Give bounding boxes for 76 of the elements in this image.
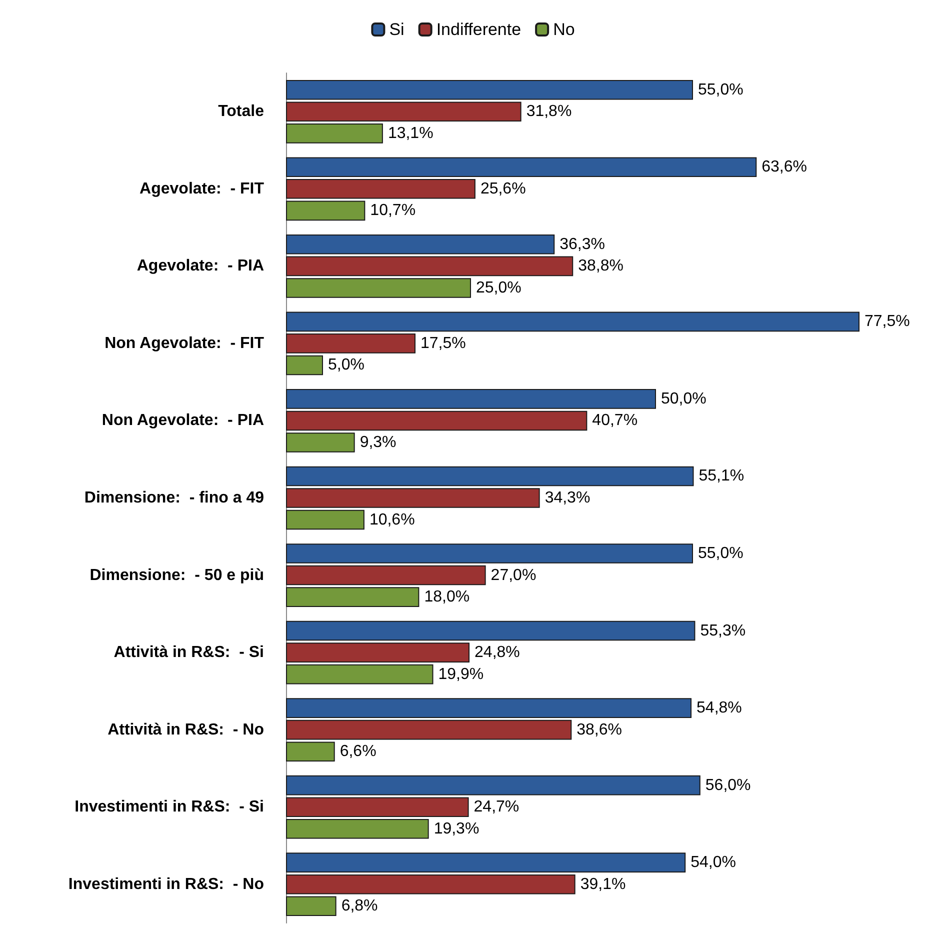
bar	[286, 234, 555, 254]
y-tick-label: Investimenti in R&S: - Si	[74, 798, 264, 816]
bar	[286, 742, 335, 762]
data-label: 77,5%	[864, 313, 910, 330]
data-label: 13,1%	[388, 124, 434, 142]
bar	[286, 510, 364, 530]
bar	[286, 797, 469, 817]
y-tick-label: Agevolate: - FIT	[140, 180, 264, 198]
bar	[286, 200, 366, 221]
bar	[286, 157, 757, 178]
data-label: 34,3%	[544, 490, 590, 506]
bar	[286, 278, 471, 298]
bar	[286, 488, 540, 508]
data-label: 27,0%	[490, 566, 536, 584]
bar	[286, 775, 700, 796]
data-label: 38,8%	[578, 258, 624, 275]
bar	[286, 664, 434, 684]
data-label: 55,0%	[698, 544, 744, 562]
bar	[286, 565, 486, 586]
data-label: 10,7%	[370, 202, 416, 220]
data-label: 5,0%	[328, 356, 364, 374]
bar	[286, 818, 429, 839]
data-label: 6,8%	[341, 898, 378, 915]
bar	[286, 312, 860, 332]
bar	[286, 587, 420, 607]
bar	[286, 256, 574, 276]
data-label: 18,0%	[424, 588, 470, 606]
data-label: 10,6%	[369, 511, 415, 528]
y-tick-label: Totale	[218, 103, 264, 120]
y-tick-label: Attività in R&S: - Si	[114, 644, 264, 662]
data-label: 63,6%	[762, 158, 808, 176]
bar	[286, 544, 693, 564]
bar	[286, 179, 476, 199]
data-label: 50,0%	[661, 390, 706, 408]
data-label: 56,0%	[705, 776, 751, 794]
bar	[286, 642, 470, 662]
y-tick-label: Dimensione: - fino a 49	[84, 490, 264, 506]
data-label: 54,0%	[690, 854, 736, 872]
y-tick-label: Dimensione: - 50 e più	[90, 566, 264, 584]
legend-label: Si	[389, 20, 404, 39]
data-label: 36,3%	[560, 236, 605, 253]
bar	[286, 466, 694, 486]
data-label: 55,0%	[698, 81, 744, 98]
legend-label: Indifferente	[436, 20, 522, 39]
data-label: 9,3%	[360, 434, 396, 452]
bar	[286, 124, 383, 144]
legend-label: No	[553, 20, 575, 39]
data-label: 55,3%	[700, 622, 746, 640]
data-label: 31,8%	[526, 103, 572, 120]
data-label: 19,3%	[434, 820, 480, 838]
data-label: 24,7%	[474, 798, 520, 816]
bar	[286, 852, 686, 872]
data-label: 25,6%	[480, 180, 526, 198]
y-tick-label: Non Agevolate: - PIA	[102, 412, 264, 430]
data-label: 40,7%	[592, 412, 638, 430]
y-tick-label: Investimenti in R&S: - No	[68, 876, 264, 893]
bar	[286, 720, 572, 740]
data-label: 25,0%	[476, 279, 522, 296]
data-label: 38,6%	[576, 721, 622, 738]
data-label: 6,6%	[340, 743, 376, 760]
bar	[286, 389, 656, 409]
bar	[286, 355, 323, 376]
bar	[286, 620, 696, 641]
data-label: 24,8%	[474, 644, 520, 662]
data-label: 19,9%	[438, 666, 484, 683]
bar	[286, 432, 355, 452]
data-label: 17,5%	[420, 334, 466, 352]
data-label: 39,1%	[580, 876, 626, 893]
bar	[286, 334, 416, 354]
data-label: 55,1%	[698, 468, 744, 485]
y-tick-label: Non Agevolate: - FIT	[104, 334, 264, 352]
y-tick-label: Agevolate: - PIA	[136, 258, 264, 275]
data-label: 54,8%	[696, 700, 742, 717]
y-tick-label: Attività in R&S: - No	[108, 721, 264, 738]
bar	[286, 698, 692, 718]
bar	[286, 410, 588, 431]
